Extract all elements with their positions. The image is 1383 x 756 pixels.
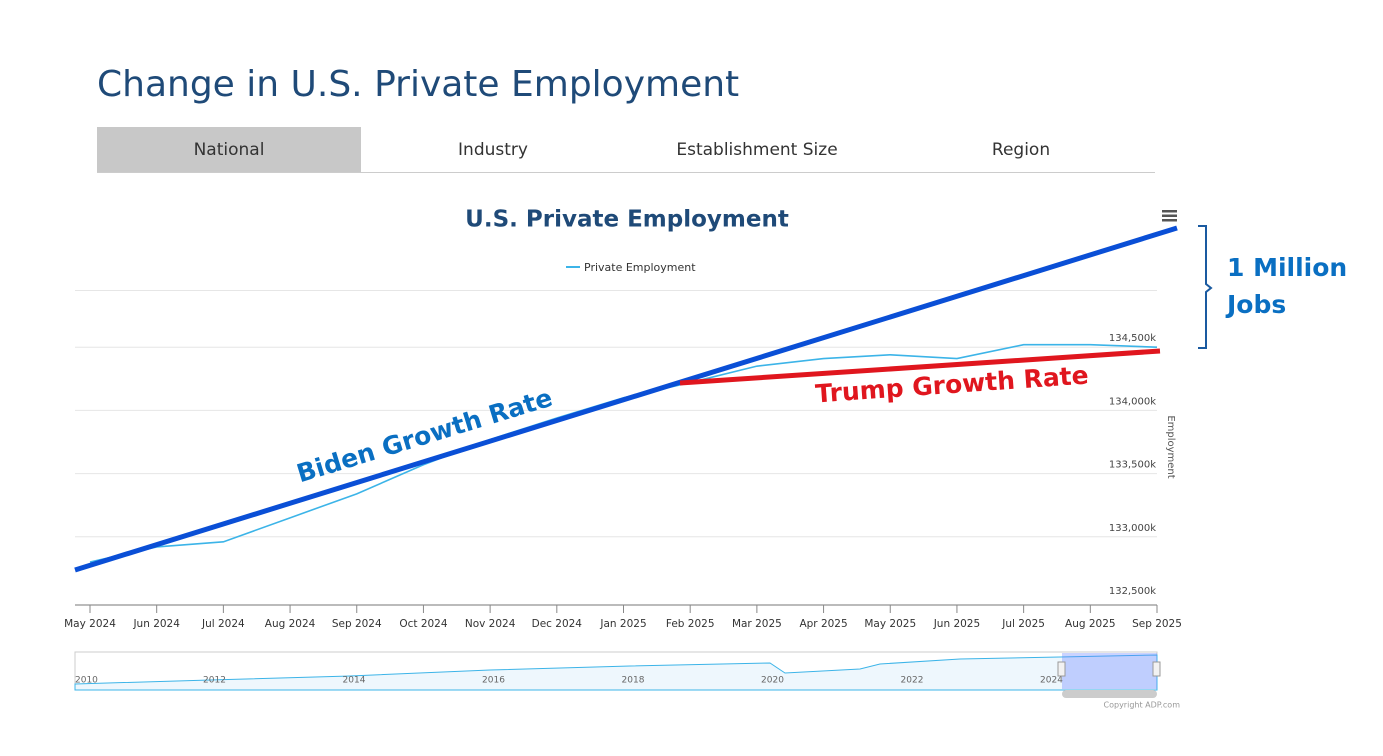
x-tick-label: Feb 2025 [666, 618, 715, 630]
x-tick-label: Jan 2025 [599, 618, 646, 630]
legend-label[interactable]: Private Employment [584, 261, 696, 274]
navigator-window[interactable] [1062, 653, 1157, 689]
page-title: Change in U.S. Private Employment [97, 64, 739, 105]
menu-bar [1162, 210, 1177, 213]
bracket [1198, 225, 1213, 349]
y-tick-label: 132,500k [1109, 586, 1156, 597]
navigator-label: 2016 [482, 676, 505, 686]
navigator-label: 2022 [901, 676, 924, 686]
menu-bar [1162, 214, 1177, 217]
x-tick-label: Dec 2024 [532, 618, 583, 630]
tab-active-bg [97, 127, 361, 172]
x-tick-label: Jul 2025 [1001, 618, 1045, 630]
x-tick-label: Nov 2024 [465, 618, 516, 630]
x-tick-label: Sep 2025 [1132, 618, 1182, 630]
trump-trend-line [679, 348, 1161, 386]
tab[interactable]: Region [992, 140, 1050, 160]
navigator-label: 2020 [761, 676, 784, 686]
x-tick-label: Aug 2025 [1065, 618, 1116, 630]
y-axis-title: Employment [1165, 415, 1176, 478]
y-tick-label: 134,000k [1109, 396, 1156, 407]
navigator-label: 2012 [203, 676, 226, 686]
navigator-label: 2024 [1040, 676, 1063, 686]
x-tick-label: Oct 2024 [399, 618, 448, 630]
x-tick-label: Mar 2025 [732, 618, 782, 630]
biden-trend-line [74, 225, 1178, 573]
navigator-label: 2014 [343, 676, 366, 686]
navigator: 2010 2012 2014 2016 2018 2020 2022 2024 [74, 651, 1161, 698]
x-tick-label: Aug 2024 [265, 618, 316, 630]
tab[interactable]: Industry [458, 140, 528, 160]
x-tick-label: Apr 2025 [799, 618, 847, 630]
menu-bar [1162, 219, 1177, 222]
navigator-label: 2010 [75, 676, 98, 686]
y-tick-label: 133,500k [1109, 460, 1156, 471]
jobs-label: 1 Million [1227, 253, 1347, 282]
chart-title: U.S. Private Employment [465, 207, 789, 233]
x-tick-label: May 2024 [64, 618, 116, 630]
x-tick-label: Jun 2024 [132, 618, 180, 630]
navigator-label: 2018 [622, 676, 645, 686]
tab[interactable]: Establishment Size [676, 140, 837, 160]
y-tick-label: 134,500k [1109, 333, 1156, 344]
credit: Copyright ADP.com [1104, 701, 1181, 710]
navigator-handle[interactable] [1152, 661, 1161, 677]
x-tick-label: Sep 2024 [332, 618, 382, 630]
tab[interactable]: National [194, 140, 265, 160]
navigator-series [74, 654, 1158, 691]
jobs-label: Jobs [1225, 290, 1286, 319]
menu-icon[interactable] [1162, 210, 1177, 222]
x-tick-label: May 2025 [864, 618, 916, 630]
scrollbar[interactable] [1062, 690, 1157, 698]
x-tick-label: Jul 2024 [201, 618, 245, 630]
navigator-handle[interactable] [1057, 661, 1066, 677]
trump-label: Trump Growth Rate [814, 360, 1089, 408]
x-tick-label: Jun 2025 [933, 618, 980, 630]
y-tick-label: 133,000k [1109, 523, 1156, 534]
